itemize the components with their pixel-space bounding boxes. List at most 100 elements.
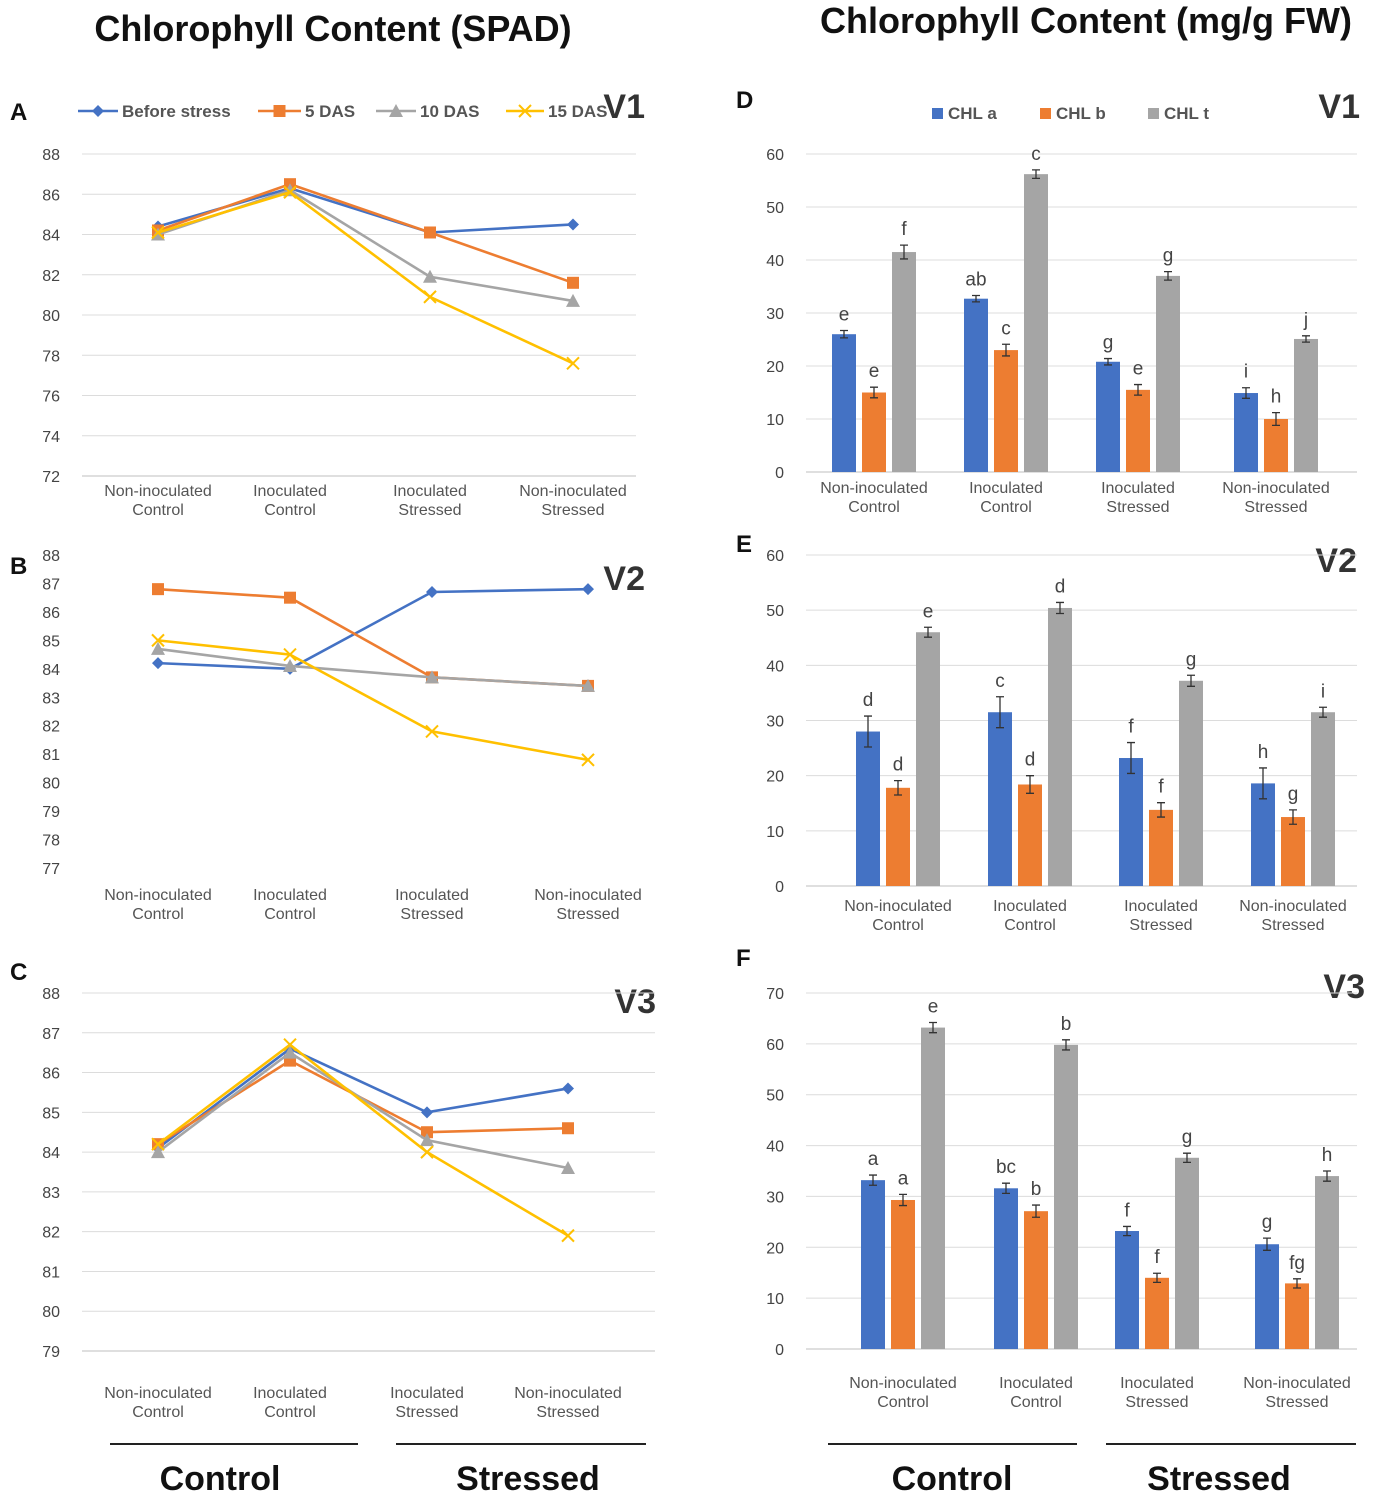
data-point (283, 647, 297, 662)
error-bar (1293, 1278, 1301, 1289)
category-label: Inoculated Control (253, 1385, 327, 1421)
y-tick-label: 87 (42, 576, 60, 593)
category-label: Inoculated Stressed (395, 887, 469, 923)
series-line (157, 639, 589, 762)
y-tick-label: 87 (42, 1026, 60, 1043)
y-tick-label: 40 (766, 658, 784, 675)
category-label-line: Non-inoculated (104, 1385, 212, 1402)
y-tick-label: 86 (42, 1066, 60, 1083)
category-label-line: Stressed (400, 906, 463, 923)
bar (891, 1199, 915, 1349)
error-bar (996, 696, 1004, 729)
legend-marker (389, 104, 403, 117)
significance-letter: f (1128, 717, 1134, 738)
bar (1294, 338, 1318, 472)
bar (856, 731, 880, 886)
bar (1149, 809, 1173, 886)
bar (1126, 389, 1150, 472)
bar (1048, 607, 1072, 886)
significance-letter: h (1322, 1145, 1333, 1166)
category-label-line: Non-inoculated (514, 1385, 622, 1402)
category-label-line: Non-inoculated (1243, 1375, 1351, 1392)
significance-letter: e (928, 996, 939, 1017)
error-bar (1272, 411, 1280, 427)
category-label-line: Control (264, 502, 316, 519)
y-tick-label: 30 (766, 714, 784, 731)
panel-label: C (10, 959, 27, 986)
significance-letter: f (1124, 1200, 1130, 1221)
significance-letter: c (1031, 144, 1041, 165)
data-point (152, 657, 164, 670)
data-point (567, 276, 579, 289)
y-tick-label: 20 (766, 769, 784, 786)
category-label-line: Stressed (395, 1404, 458, 1421)
bar (1024, 174, 1048, 472)
data-point (561, 1161, 575, 1175)
category-label-line: Inoculated (393, 483, 467, 500)
data-point (283, 1038, 297, 1052)
category-label-line: Stressed (541, 502, 604, 519)
data-point (582, 583, 594, 596)
bar (832, 334, 856, 472)
bar (916, 632, 940, 886)
significance-letter: j (1303, 310, 1308, 331)
category-label-line: Control (877, 1394, 929, 1411)
data-point (283, 185, 297, 199)
y-tick-label: 50 (766, 603, 784, 620)
data-point (426, 585, 438, 598)
bar (1264, 419, 1288, 472)
y-tick-label: 0 (775, 879, 784, 896)
error-bar (1123, 1225, 1131, 1237)
bar (1255, 1244, 1279, 1349)
category-label: Non-inoculated Stressed (514, 1385, 622, 1421)
error-bar (899, 1193, 907, 1207)
series-line (157, 190, 574, 365)
category-label-line: Stressed (1261, 917, 1324, 934)
panel-label: E (736, 531, 752, 558)
legend-label: 15 DAS (548, 102, 608, 121)
bar (1024, 1211, 1048, 1349)
category-label-line: Non-inoculated (1239, 898, 1347, 915)
error-bar (1153, 1272, 1161, 1284)
category-label-line: Stressed (398, 502, 461, 519)
significance-letter: c (995, 671, 1005, 692)
y-tick-label: 50 (766, 200, 784, 217)
category-label-line: Non-inoculated (104, 887, 212, 904)
y-tick-label: 60 (766, 147, 784, 164)
chart-panel-b: B V2 77 78 79 80 81 82 83 84 85 86 87 88 Non-inoculate… (10, 548, 645, 923)
category-label-line: Control (1010, 1394, 1062, 1411)
bar (1156, 275, 1180, 472)
y-tick-label: 84 (42, 662, 60, 679)
error-bar (1134, 383, 1142, 396)
significance-letter: d (1025, 750, 1036, 771)
data-point (581, 678, 595, 692)
error-bar (1323, 1170, 1331, 1182)
y-tick-label: 10 (766, 412, 784, 429)
data-point (152, 583, 164, 596)
data-point (566, 293, 580, 307)
category-label-line: Non-inoculated (1222, 480, 1330, 497)
category-label: Non-inoculated Control (104, 483, 212, 519)
category-label: Inoculated Control (999, 1375, 1073, 1411)
category-label-line: Stressed (1125, 1394, 1188, 1411)
bar (892, 252, 916, 472)
error-bar (1164, 271, 1172, 281)
data-point (151, 641, 165, 655)
data-point (425, 670, 439, 684)
charts-container: A V1 72 74 76 78 80 82 84 86 88 Non-inoculated Contr… (10, 87, 1365, 1421)
category-label-line: Control (848, 499, 900, 516)
error-bar (1242, 387, 1250, 399)
error-bar (1104, 357, 1112, 366)
y-tick-label: 30 (766, 1189, 784, 1206)
error-bar (864, 715, 872, 748)
category-label-line: Inoculated (1124, 898, 1198, 915)
category-label-line: Inoculated (395, 887, 469, 904)
bar (1119, 758, 1143, 886)
data-point (562, 1122, 574, 1135)
significance-letter: bc (996, 1157, 1016, 1178)
category-label-line: Stressed (536, 1404, 599, 1421)
significance-letter: d (863, 690, 874, 711)
category-label: Inoculated Control (253, 483, 327, 519)
y-tick-label: 80 (42, 308, 60, 325)
left-stressed-label: Stressed (456, 1460, 600, 1495)
